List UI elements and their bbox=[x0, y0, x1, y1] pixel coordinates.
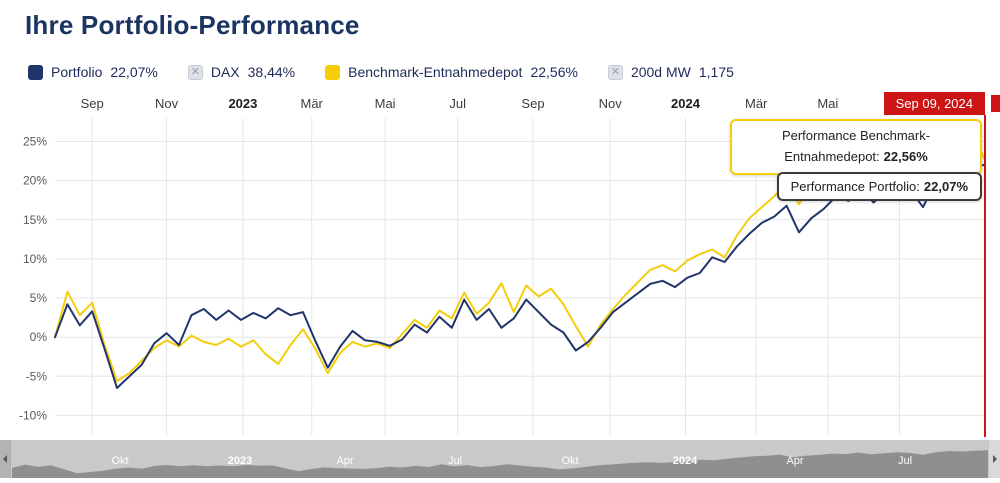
legend-label-portfolio: Portfolio bbox=[51, 64, 103, 80]
navigator-label: Apr bbox=[336, 455, 353, 467]
legend-label-dax: DAX bbox=[210, 64, 240, 80]
tooltip-benchmark: Performance Benchmark-Entnahmedepot: 22,5… bbox=[730, 119, 982, 175]
y-axis-label: 25% bbox=[23, 135, 47, 149]
tooltip-portfolio-value: 22,07% bbox=[923, 179, 968, 194]
y-axis-label: 0% bbox=[30, 330, 48, 344]
navigator-label: 2024 bbox=[673, 455, 698, 467]
page-title: Ihre Portfolio-Performance bbox=[25, 10, 360, 40]
200d-mw-checkbox-icon: ✕ bbox=[607, 64, 623, 80]
x-axis-label: Mai bbox=[375, 96, 396, 111]
x-axis-label: 2023 bbox=[228, 96, 257, 111]
navigator-area bbox=[12, 450, 988, 478]
legend-label-200d-mw: 200d MW bbox=[630, 64, 691, 80]
tooltip-portfolio-label: Performance Portfolio: bbox=[790, 179, 920, 194]
tooltip-benchmark-label: Performance Benchmark-Entnahmedepot: bbox=[781, 128, 931, 164]
x-axis-label: Nov bbox=[599, 96, 623, 111]
x-axis-label: Jul bbox=[449, 96, 466, 111]
x-axis-label: Sep bbox=[81, 96, 104, 111]
y-axis-label: 5% bbox=[30, 291, 48, 305]
legend-label-benchmark: Benchmark-Entnahmedepot bbox=[348, 64, 523, 80]
legend-value-benchmark: 22,56% bbox=[530, 64, 578, 80]
navigator-label: Jul bbox=[898, 455, 912, 467]
navigator-label: Jul bbox=[448, 455, 462, 467]
series-portfolio-line bbox=[54, 163, 986, 389]
navigator-label: Okt bbox=[561, 455, 578, 467]
range-navigator[interactable]: Okt 2023 Apr Jul Okt 2024 Apr Jul bbox=[0, 440, 1000, 478]
x-axis-label: Mai bbox=[817, 96, 838, 111]
x-axis-label: Nov bbox=[155, 96, 179, 111]
chevron-right-icon bbox=[993, 455, 997, 463]
y-axis-label: 15% bbox=[23, 213, 47, 227]
y-axis-label: 10% bbox=[23, 252, 47, 266]
y-axis-label: -5% bbox=[26, 369, 48, 383]
date-badge: Sep 09, 2024 bbox=[883, 92, 985, 115]
legend-value-portfolio: 22,07% bbox=[110, 64, 158, 80]
legend: Portfolio 22,07% ✕ DAX 38,44% Benchmark-… bbox=[28, 64, 734, 80]
x-axis-label: Mär bbox=[745, 96, 768, 111]
x-axis-label: Mär bbox=[301, 96, 324, 111]
navigator-label: Okt bbox=[111, 455, 128, 467]
navigator-label: 2023 bbox=[228, 455, 252, 467]
y-axis-label: -10% bbox=[19, 408, 47, 422]
legend-item-benchmark[interactable]: Benchmark-Entnahmedepot 22,56% bbox=[325, 64, 578, 80]
benchmark-checkbox-icon bbox=[325, 64, 341, 80]
x-axis-label: Sep bbox=[521, 96, 544, 111]
navigator-label: Apr bbox=[786, 455, 803, 467]
dax-checkbox-icon: ✕ bbox=[187, 64, 203, 80]
tooltip-portfolio: Performance Portfolio: 22,07% bbox=[776, 172, 982, 201]
date-badge-edge bbox=[991, 95, 1000, 112]
portfolio-checkbox-icon bbox=[28, 64, 43, 80]
chevron-left-icon bbox=[3, 455, 7, 463]
tooltip-benchmark-value: 22,56% bbox=[883, 148, 928, 164]
legend-item-portfolio[interactable]: Portfolio 22,07% bbox=[28, 64, 158, 80]
y-axis-label: 20% bbox=[23, 174, 47, 188]
legend-item-dax[interactable]: ✕ DAX 38,44% bbox=[187, 64, 296, 80]
legend-item-200d-mw[interactable]: ✕ 200d MW 1,175 bbox=[607, 64, 734, 80]
legend-value-dax: 38,44% bbox=[247, 64, 296, 80]
performance-chart[interactable]: 25% 20% 15% 10% 5% 0% -5% -10% Sep Nov 2023 Mär Mai J… bbox=[0, 92, 1000, 437]
legend-value-200d-mw: 1,175 bbox=[698, 64, 734, 80]
x-axis-label: 2024 bbox=[671, 96, 701, 111]
